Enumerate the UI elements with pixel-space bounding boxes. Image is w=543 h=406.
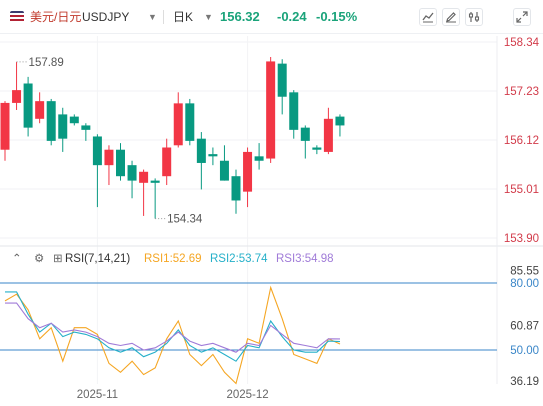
line-chart-icon[interactable] (419, 8, 437, 26)
candle-body (300, 127, 310, 141)
price-axis-label: 156.12 (504, 135, 539, 147)
rsi-axis-label: 60.87 (510, 321, 539, 333)
price-axis-label: 153.90 (504, 233, 539, 245)
candle-body (266, 61, 276, 159)
price-axis-label: 155.01 (504, 184, 539, 196)
candle-body (46, 101, 56, 141)
flag-stripe (10, 19, 24, 21)
candle-body (185, 103, 195, 141)
currency-name[interactable]: 美元/日元 (30, 10, 82, 24)
indicator-toggle-icon[interactable]: ⊞ (53, 253, 63, 265)
candle-body (139, 171, 149, 183)
rsi2-value: RSI2:53.74 (210, 253, 268, 265)
rsi-axis-label: 36.19 (510, 376, 539, 388)
flag-stripe (10, 11, 24, 13)
price-annotation: 154.34 (167, 214, 203, 226)
candle-body (81, 125, 91, 130)
flag-stripe (10, 15, 24, 17)
flag-stripe (10, 17, 24, 19)
candle-body (69, 116, 79, 124)
candle-body (219, 160, 229, 181)
price-change: -0.24 (277, 9, 307, 24)
candle-body (58, 114, 68, 139)
candle-body (231, 176, 241, 201)
rsi3-value: RSI3:54.98 (276, 253, 334, 265)
candle-body (0, 102, 10, 150)
price-axis-label: 158.34 (504, 37, 540, 49)
candle-body (254, 156, 264, 161)
candle-body (208, 154, 218, 157)
price-annotation: 157.89 (29, 57, 64, 69)
candle-body (150, 180, 160, 183)
top-bar: 美元/日元 USDJPY ▼ 日K ▼ 156.32 -0.24 -0.15% (0, 0, 543, 34)
divider (163, 10, 164, 24)
candle-body (277, 63, 287, 97)
symbol-selector[interactable]: USDJPY (82, 10, 130, 24)
rsi-title: RSI(7,14,21) (65, 253, 131, 265)
time-axis-label: 2025-11 (77, 389, 118, 401)
candle-body (35, 101, 45, 119)
chevron-down-icon[interactable]: ▼ (148, 12, 157, 22)
rsi-axis-label: 85.55 (510, 266, 539, 278)
rsi-axis-label: 50.00 (510, 345, 539, 357)
flag-stripe (10, 13, 24, 15)
candle-body (289, 92, 299, 130)
timeframe-selector[interactable]: 日K (173, 10, 194, 24)
candle-body (12, 90, 22, 103)
candle-body (23, 83, 33, 128)
edit-icon[interactable] (442, 8, 460, 26)
candle-body (162, 147, 172, 177)
last-price: 156.32 (220, 9, 260, 24)
us-flag-icon (10, 11, 24, 23)
candle-body (243, 151, 253, 192)
candle-body (196, 138, 206, 163)
settings-icon[interactable]: ⚙ (34, 253, 45, 265)
candle-body (323, 118, 333, 152)
price-change-percent: -0.15% (316, 9, 358, 24)
chevron-down-icon[interactable]: ▼ (204, 12, 213, 22)
rsi-series-line (4, 285, 341, 385)
candle-body (104, 149, 114, 166)
price-axis-label: 157.23 (504, 86, 539, 98)
expand-icon[interactable] (513, 8, 531, 26)
candle-body (335, 116, 345, 126)
candle-body (312, 147, 322, 150)
rsi-series-line (5, 302, 341, 353)
settings-icon[interactable] (465, 8, 483, 26)
flag-stripe (10, 21, 24, 23)
time-axis-label: 2025-12 (226, 389, 268, 401)
rsi-axis-label: 80.00 (510, 278, 539, 290)
candle-body (127, 165, 137, 181)
candle-body (116, 149, 125, 177)
rsi1-value: RSI1:52.69 (144, 253, 202, 265)
chevron-up-icon[interactable]: ⌃ (12, 253, 22, 265)
candle-body (173, 103, 183, 146)
candle-body (92, 136, 102, 166)
